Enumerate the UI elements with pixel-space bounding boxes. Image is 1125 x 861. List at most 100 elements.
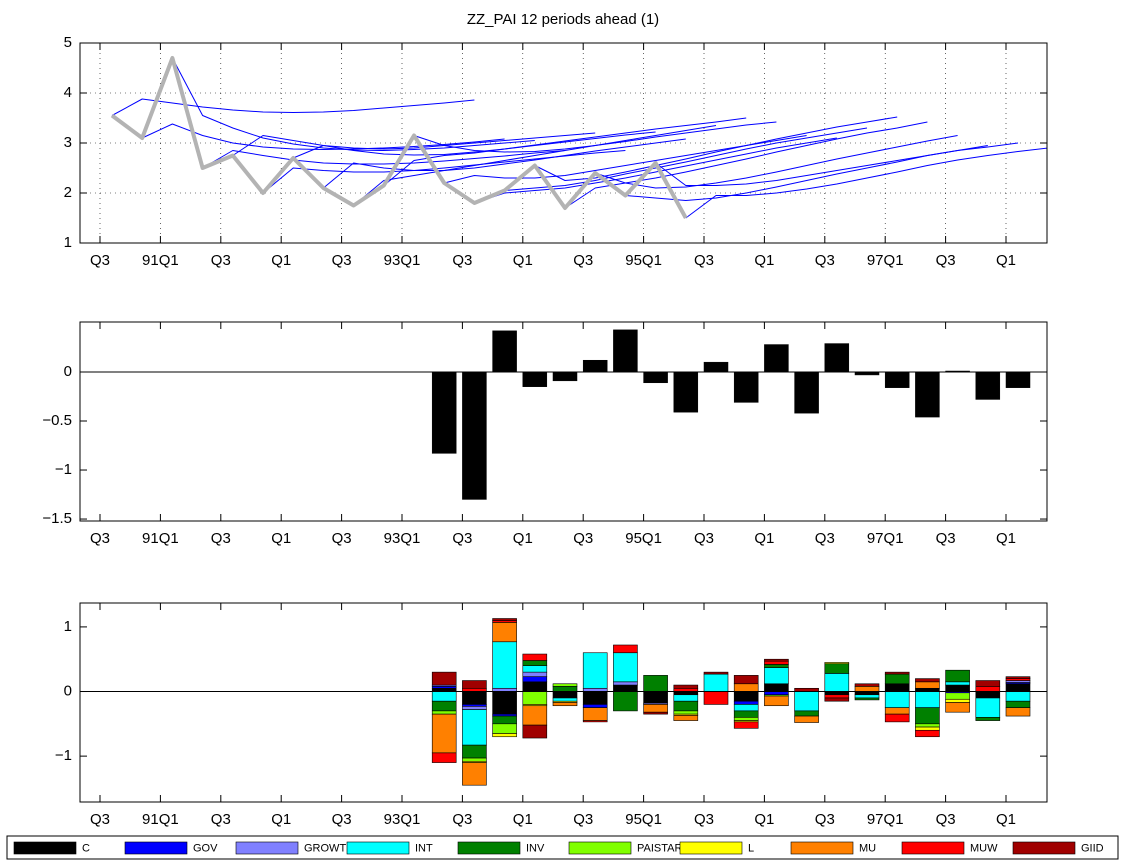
bar-segment (884, 671, 910, 675)
bar-segment (522, 691, 548, 705)
bar-segment (733, 700, 759, 705)
x-tick-label: Q1 (271, 530, 291, 547)
x-tick-label: Q3 (694, 530, 714, 547)
legend-label: L (748, 842, 754, 854)
x-tick-label: Q3 (452, 252, 472, 269)
bar-segment (673, 700, 699, 712)
bar-segment (764, 658, 789, 662)
x-tick-label: Q1 (754, 811, 774, 828)
bar-segment (884, 683, 910, 692)
x-tick-label: Q1 (271, 811, 291, 828)
bar-segment (492, 641, 517, 689)
line (293, 131, 656, 159)
legend-label: GROWTH (304, 842, 354, 854)
bar-segment (915, 726, 940, 731)
x-tick-label: Q3 (332, 811, 352, 828)
y-tick-label: −1.5 (42, 510, 72, 527)
y-tick-label: −1 (55, 747, 72, 764)
bar-segment (522, 665, 548, 673)
bar-segment (582, 707, 608, 721)
bar-segment (673, 684, 699, 689)
legend-swatch (457, 841, 521, 855)
x-tick-label: Q3 (694, 252, 714, 269)
x-tick-label: 91Q1 (142, 811, 179, 828)
bar (522, 371, 548, 387)
legend-swatch (901, 841, 965, 855)
line (685, 147, 1047, 219)
bar-segment (854, 683, 880, 687)
bar-segment (733, 710, 759, 718)
bar-segment (643, 691, 668, 704)
bar-segment (1005, 700, 1031, 708)
bar-segment (975, 697, 1001, 718)
x-tick-label: 97Q1 (867, 530, 904, 547)
bar-segment (733, 717, 759, 721)
x-tick-label: Q3 (573, 811, 593, 828)
bar-segment (703, 671, 729, 675)
x-tick-label: 91Q1 (142, 252, 179, 269)
bar-segment (945, 702, 970, 713)
axes-frame (79, 602, 1048, 803)
bar-segment (824, 662, 850, 665)
x-tick-label: Q3 (211, 811, 231, 828)
bar-segment (764, 695, 789, 707)
bar-segment (733, 675, 759, 685)
legend-label: PAISTAR (637, 842, 682, 854)
bar-segment (582, 704, 608, 708)
x-tick-label: Q1 (996, 811, 1016, 828)
line (595, 135, 958, 189)
bar-segment (643, 704, 668, 713)
x-tick-label: Q1 (754, 252, 774, 269)
y-tick-label: −1 (55, 461, 72, 478)
bar (431, 371, 457, 454)
bar-segment (945, 692, 970, 700)
bar-segment (673, 694, 699, 702)
legend-label: INV (526, 842, 545, 854)
bar-segment (431, 700, 457, 712)
bar (1005, 371, 1031, 388)
x-tick-label: Q1 (754, 530, 774, 547)
x-tick-label: Q1 (996, 252, 1016, 269)
line (474, 137, 837, 204)
bar-segment (1005, 691, 1031, 702)
bar-segment (492, 715, 517, 725)
x-tick-label: 95Q1 (625, 811, 662, 828)
legend-swatch (679, 841, 743, 855)
bar (764, 344, 789, 373)
bar-segment (492, 733, 517, 738)
x-tick-label: 93Q1 (384, 530, 421, 547)
bar-segment (915, 681, 940, 689)
bar-segment (582, 652, 608, 689)
bar-segment (733, 704, 759, 712)
bar-segment (582, 691, 608, 705)
bar-segment (824, 694, 850, 699)
bar (975, 371, 1001, 400)
x-tick-label: Q3 (452, 530, 472, 547)
bar-segment (492, 622, 517, 643)
bar-segment (764, 664, 789, 668)
bar-segment (824, 697, 850, 702)
bar-segment (915, 707, 940, 725)
x-tick-label: Q3 (936, 811, 956, 828)
x-tick-label: 93Q1 (384, 252, 421, 269)
bar-segment (915, 678, 940, 683)
x-tick-label: Q3 (90, 811, 110, 828)
bar (915, 371, 940, 418)
bar-segment (703, 691, 729, 705)
legend-swatch (568, 841, 632, 855)
line (353, 125, 717, 206)
bar-segment (764, 667, 789, 685)
bar-segment (462, 706, 487, 710)
bar-segment (915, 691, 940, 708)
bar-segment (1005, 676, 1031, 679)
bar-segment (552, 686, 578, 692)
bar-segment (431, 671, 457, 686)
bar-segment (945, 681, 970, 686)
bar-segment (975, 680, 1001, 687)
axes-frame (79, 42, 1048, 244)
bar-segment (492, 691, 517, 715)
x-tick-label: Q3 (694, 811, 714, 828)
line (383, 117, 747, 186)
bar-segment (824, 673, 850, 692)
